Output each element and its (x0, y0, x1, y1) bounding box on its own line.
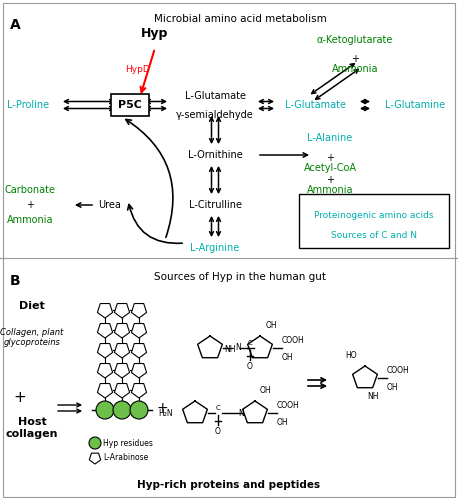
Circle shape (130, 401, 148, 419)
Text: Sources of Hyp in the human gut: Sources of Hyp in the human gut (154, 272, 326, 282)
Text: O: O (247, 362, 253, 371)
Text: L-Glutamine: L-Glutamine (385, 100, 445, 110)
Polygon shape (114, 304, 130, 318)
Text: α-Ketoglutarate: α-Ketoglutarate (317, 35, 393, 45)
FancyArrowPatch shape (128, 204, 182, 244)
Text: P5C: P5C (118, 100, 142, 110)
Text: N: N (238, 408, 244, 418)
Text: OH: OH (277, 418, 289, 427)
Text: Hyp residues: Hyp residues (103, 438, 153, 448)
Text: L-Ornithine: L-Ornithine (188, 150, 242, 160)
FancyBboxPatch shape (3, 3, 455, 497)
Text: L-Citrulline: L-Citrulline (189, 200, 241, 210)
Text: Microbial amino acid metabolism: Microbial amino acid metabolism (153, 14, 327, 24)
FancyBboxPatch shape (299, 194, 449, 248)
Polygon shape (98, 304, 113, 318)
Polygon shape (98, 324, 113, 338)
Text: Collagen, plant
glycoproteins: Collagen, plant glycoproteins (0, 328, 64, 347)
Text: O: O (215, 427, 221, 436)
Text: +: + (156, 401, 168, 415)
Text: OH: OH (387, 383, 398, 392)
FancyBboxPatch shape (111, 94, 149, 116)
Polygon shape (114, 384, 130, 398)
Polygon shape (98, 384, 113, 398)
Polygon shape (131, 304, 147, 318)
Text: C: C (216, 405, 220, 411)
Polygon shape (131, 324, 147, 338)
Text: +: + (14, 390, 27, 406)
Text: Ammonia: Ammonia (307, 185, 353, 195)
Text: A: A (10, 18, 21, 32)
Text: Host
collagen: Host collagen (6, 417, 58, 439)
Polygon shape (131, 364, 147, 378)
Text: +: + (351, 54, 359, 64)
Text: Hyp-rich proteins and peptides: Hyp-rich proteins and peptides (137, 480, 321, 490)
Text: L-Glutamate: L-Glutamate (185, 91, 245, 101)
Polygon shape (131, 384, 147, 398)
Text: Proteinogenic amino acids: Proteinogenic amino acids (314, 210, 434, 220)
Text: Ammonia: Ammonia (332, 64, 378, 74)
Text: Ammonia: Ammonia (7, 215, 53, 225)
Text: COOH: COOH (282, 336, 305, 345)
Text: +: + (326, 175, 334, 185)
Polygon shape (114, 324, 130, 338)
Text: Hyp: Hyp (142, 27, 169, 40)
Polygon shape (98, 364, 113, 378)
Text: COOH: COOH (277, 401, 300, 410)
Text: H₂N: H₂N (158, 408, 173, 418)
Text: L-Arabinose: L-Arabinose (103, 454, 148, 462)
Text: L-Glutamate: L-Glutamate (284, 100, 345, 110)
Circle shape (89, 437, 101, 449)
Text: COOH: COOH (387, 366, 410, 375)
Circle shape (113, 401, 131, 419)
Polygon shape (114, 364, 130, 378)
Polygon shape (131, 344, 147, 358)
Text: L-Proline: L-Proline (7, 100, 49, 110)
FancyArrowPatch shape (126, 120, 173, 238)
Text: HO: HO (345, 351, 357, 360)
Text: L-Alanine: L-Alanine (307, 133, 353, 143)
Text: Carbonate: Carbonate (5, 185, 55, 195)
Text: OH: OH (282, 353, 294, 362)
Text: +: + (26, 200, 34, 210)
Circle shape (96, 401, 114, 419)
Text: Acetyl-CoA: Acetyl-CoA (304, 163, 356, 173)
Polygon shape (98, 344, 113, 358)
Text: OH: OH (266, 321, 278, 330)
Text: HypD: HypD (125, 65, 149, 74)
Text: NH: NH (367, 392, 378, 401)
Text: γ-semialdehyde: γ-semialdehyde (176, 110, 254, 120)
Text: N: N (235, 344, 241, 352)
Text: B: B (10, 274, 21, 288)
Text: OH: OH (260, 386, 272, 395)
Text: +: + (326, 153, 334, 163)
Text: C: C (248, 340, 252, 346)
Text: Sources of C and N: Sources of C and N (331, 230, 417, 239)
Polygon shape (114, 344, 130, 358)
Text: L-Arginine: L-Arginine (191, 243, 240, 253)
Text: Urea: Urea (98, 200, 121, 210)
Text: NH: NH (224, 346, 235, 354)
Polygon shape (89, 453, 101, 464)
Text: Diet: Diet (19, 301, 45, 311)
